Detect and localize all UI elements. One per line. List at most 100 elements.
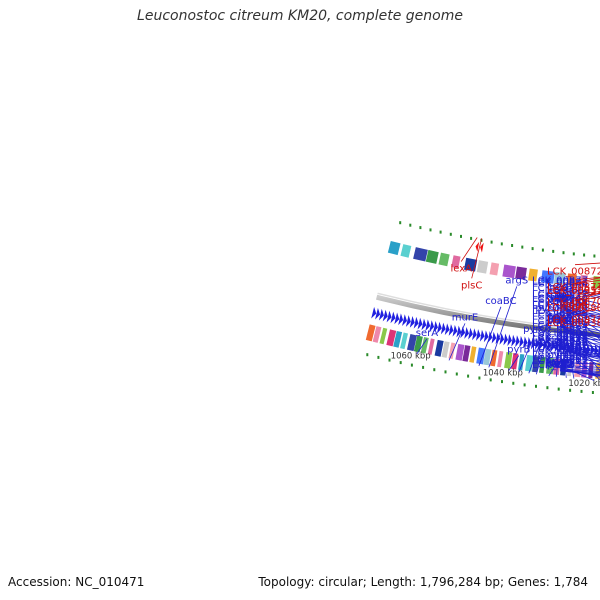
forward-gene-arrow	[421, 318, 427, 331]
forward-gene-label: LCK_00948	[532, 338, 588, 349]
forward-leader-line	[559, 324, 600, 354]
forward-leader-line	[559, 348, 600, 359]
feature-block	[490, 349, 498, 367]
forward-gene-arrow	[554, 340, 559, 353]
forward-gene-label: LCK_00950	[532, 338, 588, 349]
forward-gene-arrow	[409, 316, 415, 328]
reverse-gene-label: ddpX	[562, 299, 588, 310]
kbp-label: 1040 kbp	[483, 369, 523, 379]
reverse-gene-label: LCK_00880	[547, 303, 600, 314]
forward-gene-arrow	[433, 321, 438, 333]
forward-leader-line	[478, 306, 502, 366]
forward-gene-label: rrbA1	[546, 291, 574, 302]
feature-block	[372, 326, 382, 343]
forward-gene-label: LCK_00915	[532, 311, 588, 322]
reverse-gene-arrow	[475, 241, 480, 252]
feature-block	[393, 330, 403, 348]
forward-gene-label: LCK_00886	[532, 279, 588, 290]
forward-leader-line	[559, 370, 600, 375]
forward-gene-arrow	[527, 336, 532, 349]
backbone-layer	[375, 292, 600, 338]
forward-gene-label: pyrDB	[535, 303, 566, 314]
feature-block	[489, 262, 500, 276]
forward-gene-arrow	[550, 339, 556, 352]
forward-gene-label: LCK_00943	[532, 338, 588, 349]
forward-gene-label: LCK_00949	[532, 294, 588, 305]
forward-gene-arrow	[444, 323, 450, 336]
tick-mark	[557, 387, 560, 391]
tick-mark	[460, 234, 462, 238]
forward-gene-arrow	[382, 309, 388, 322]
feature-block	[469, 346, 477, 363]
forward-gene-arrow	[448, 324, 454, 336]
tick-mark	[535, 384, 537, 388]
tick-mark	[399, 361, 402, 365]
feature-block	[504, 351, 513, 369]
forward-gene-label: yidB	[549, 293, 571, 304]
feature-block	[400, 332, 408, 350]
feature-block	[427, 338, 435, 355]
forward-gene-label: nox	[551, 294, 569, 305]
forward-gene-label: vgrC	[548, 358, 571, 369]
forward-gene-label: LCK_00981	[532, 355, 588, 366]
forward-gene-arrow	[491, 331, 497, 344]
tick-mark	[583, 253, 586, 257]
feature-block	[425, 249, 439, 264]
feature-block	[455, 343, 465, 361]
forward-gene-label: ptcC2	[545, 359, 574, 370]
feature-block	[413, 247, 428, 262]
forward-gene-label: frr	[554, 287, 566, 298]
forward-leader-line	[559, 302, 600, 318]
tick-mark	[478, 376, 481, 380]
forward-gene-label: LCK_00978	[532, 333, 588, 344]
reverse-gene-label: flpA	[565, 302, 585, 313]
kbp-label: 1020 kbp	[568, 379, 600, 389]
forward-gene-label: LCK_00960	[532, 293, 588, 304]
forward-gene-arrow	[511, 334, 516, 347]
genome-summary-text: Topology: circular; Length: 1,796,284 bp…	[258, 575, 588, 589]
forward-gene-label: tex	[552, 315, 568, 326]
forward-gene-label: LCK_00926	[532, 335, 588, 346]
tick-mark	[422, 365, 425, 369]
tick-mark	[433, 368, 436, 372]
forward-gene-arrow	[495, 332, 501, 345]
forward-gene-label: hsdM	[547, 286, 574, 297]
tick-mark	[523, 383, 526, 387]
forward-gene-arrow	[460, 326, 466, 339]
forward-leader-line	[535, 293, 561, 375]
forward-gene-label: LCK_00885	[532, 344, 588, 355]
reverse-gene-label: LCK_00932	[547, 286, 600, 297]
forward-leader-line	[448, 323, 466, 361]
forward-gene-arrow	[523, 336, 528, 349]
reverse-leader-line	[574, 262, 600, 266]
forward-gene-arrow	[378, 308, 384, 321]
tick-mark	[521, 245, 524, 249]
tick-mark	[501, 380, 503, 384]
forward-gene-label: LCK_00884	[532, 322, 588, 333]
forward-gene-label: argS	[505, 275, 528, 286]
forward-gene-label: LCK_00902	[532, 351, 588, 362]
feature-block	[483, 348, 492, 366]
reverse-gene-label: LCK_00872	[547, 267, 600, 278]
forward-leader-line	[559, 326, 600, 344]
forward-gene-label: murE	[452, 312, 479, 323]
forward-gene-label: folC2	[547, 314, 573, 325]
feature-block	[451, 255, 461, 269]
reverse-gene-arrow	[480, 242, 484, 253]
forward-gene-label: LCK_00977	[532, 290, 588, 301]
tick-mark	[580, 389, 583, 393]
tick-mark	[593, 254, 596, 258]
forward-gene-label: LCK_00917	[532, 356, 588, 367]
tick-mark	[569, 388, 572, 392]
reverse-leader-line	[471, 238, 483, 279]
tick-mark	[388, 358, 391, 362]
feature-block	[379, 327, 388, 345]
forward-gene-label: LCK_00947	[532, 316, 588, 327]
reverse-gene-label: LCK_00871	[547, 282, 600, 293]
tick-mark	[562, 251, 565, 255]
tick-mark	[512, 381, 515, 385]
forward-gene-label: gnd	[550, 292, 569, 303]
forward-leader-line	[559, 370, 600, 376]
forward-gene-label: serA	[416, 328, 438, 339]
forward-gene-label: LCK_00906	[532, 309, 588, 320]
